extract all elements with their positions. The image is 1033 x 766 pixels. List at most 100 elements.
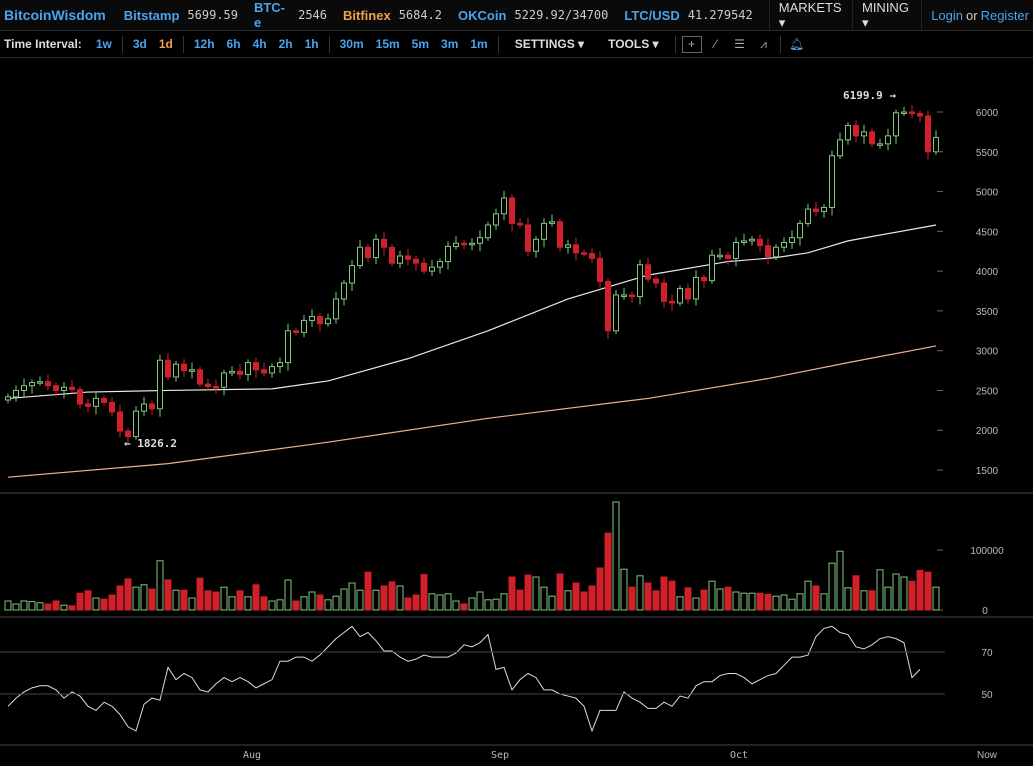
volume-bar [332,595,340,611]
candle [461,240,467,249]
market-btce[interactable]: BTC-e [253,0,286,30]
candle-body [757,238,763,247]
candle-body [605,280,611,332]
candle-body [741,240,747,243]
candle-body [709,254,715,282]
volume-bar [612,501,620,611]
login-link[interactable]: Login [931,7,964,23]
interval-1h[interactable]: 1h [304,37,319,51]
logo[interactable]: BitcoinWisdom [4,7,106,23]
volume-bar [92,597,100,611]
interval-1m[interactable]: 1m [470,37,488,51]
candle [645,257,651,283]
candle [581,249,587,257]
interval-4h[interactable]: 4h [252,37,267,51]
x-label-sep: Sep [491,750,509,761]
candle [277,357,283,373]
candle-body [93,397,99,407]
mining-menu[interactable]: MINING ▾ [851,0,921,31]
candle [885,128,891,151]
interval-3d[interactable]: 3d [132,37,147,51]
bell-icon[interactable]: 🔔︎ [788,37,805,51]
market-bitfinex[interactable]: Bitfinex [343,7,391,23]
interval-30m[interactable]: 30m [339,37,364,51]
horizontal-lines-icon[interactable]: ☰ [734,37,745,51]
volume-bar [372,589,380,611]
candle-body [621,294,627,297]
settings-dropdown[interactable]: SETTINGS ▾ [514,37,585,51]
candle [749,236,755,246]
candle [429,259,435,276]
moving-average-long [7,345,937,478]
interval-15m[interactable]: 15m [375,37,400,51]
candle-body [325,318,331,325]
candle [861,124,867,144]
interval-2h[interactable]: 2h [278,37,293,51]
volume-bar [540,586,548,611]
candle-body [373,238,379,259]
candle-body [581,252,587,255]
price-chart[interactable]: 6000 5500 5000 4500 4000 3500 3000 2500 2000 1500… [0,58,1033,766]
volume-bar [68,605,76,611]
interval-12h[interactable]: 12h [193,37,215,51]
candle-body [197,369,203,385]
trend-line-icon[interactable]: ⁄ [714,37,717,51]
candle [405,248,411,266]
volume-bar [20,600,28,611]
candle-body [77,389,83,405]
candle [285,323,291,371]
divider [121,35,123,53]
fan-icon[interactable]: ⩘ [760,36,767,51]
volume-bar [36,602,44,611]
candle [365,244,371,263]
candle-body [805,208,811,224]
market-okcoin[interactable]: OKCoin [458,7,507,23]
volume-bar [780,594,788,611]
candle [213,379,219,394]
volume-bar [276,599,284,611]
candle [13,385,19,402]
candle-body [421,262,427,272]
candle [93,391,99,415]
volume-bar [908,580,916,611]
interval-6h[interactable]: 6h [226,37,241,51]
candle [845,122,851,145]
price-tick-label: 5000 [976,188,999,199]
interval-3m[interactable]: 3m [441,37,459,51]
candle-body [917,113,923,117]
market-bitstamp[interactable]: Bitstamp [123,7,180,23]
markets-menu[interactable]: MARKETS ▾ [768,0,852,31]
interval-5m[interactable]: 5m [411,37,430,51]
volume-tick-100000: 100000 [970,546,1004,557]
volume-bar [4,600,12,611]
x-label-oct: Oct [730,750,748,761]
candle [341,279,347,306]
candle-body [277,362,283,368]
tools-dropdown[interactable]: TOOLS ▾ [608,37,659,51]
volume-bar [852,575,860,611]
candle-body [821,206,827,212]
rsi-line [7,625,921,733]
volume-bar [132,586,140,611]
interval-1d[interactable]: 1d [158,37,173,51]
volume-bar [284,579,292,611]
volume-bar [564,590,572,611]
candle [485,221,491,241]
volume-bar [644,582,652,611]
volume-bar [868,590,876,611]
volume-bar [492,598,500,611]
candle [765,238,771,265]
market-ltcusd[interactable]: LTC/USD [624,7,680,23]
candle-body [597,257,603,282]
crosshair-icon[interactable]: + [681,35,702,53]
register-link[interactable]: Register [980,7,1029,23]
volume-bar [220,586,228,611]
candle-body [261,369,267,374]
interval-1w[interactable]: 1w [95,37,112,51]
candle-body [333,298,339,320]
candle [661,277,667,308]
candle-body [205,383,211,387]
candle [613,289,619,334]
candle-body [645,264,651,280]
x-label-aug: Aug [243,750,261,761]
